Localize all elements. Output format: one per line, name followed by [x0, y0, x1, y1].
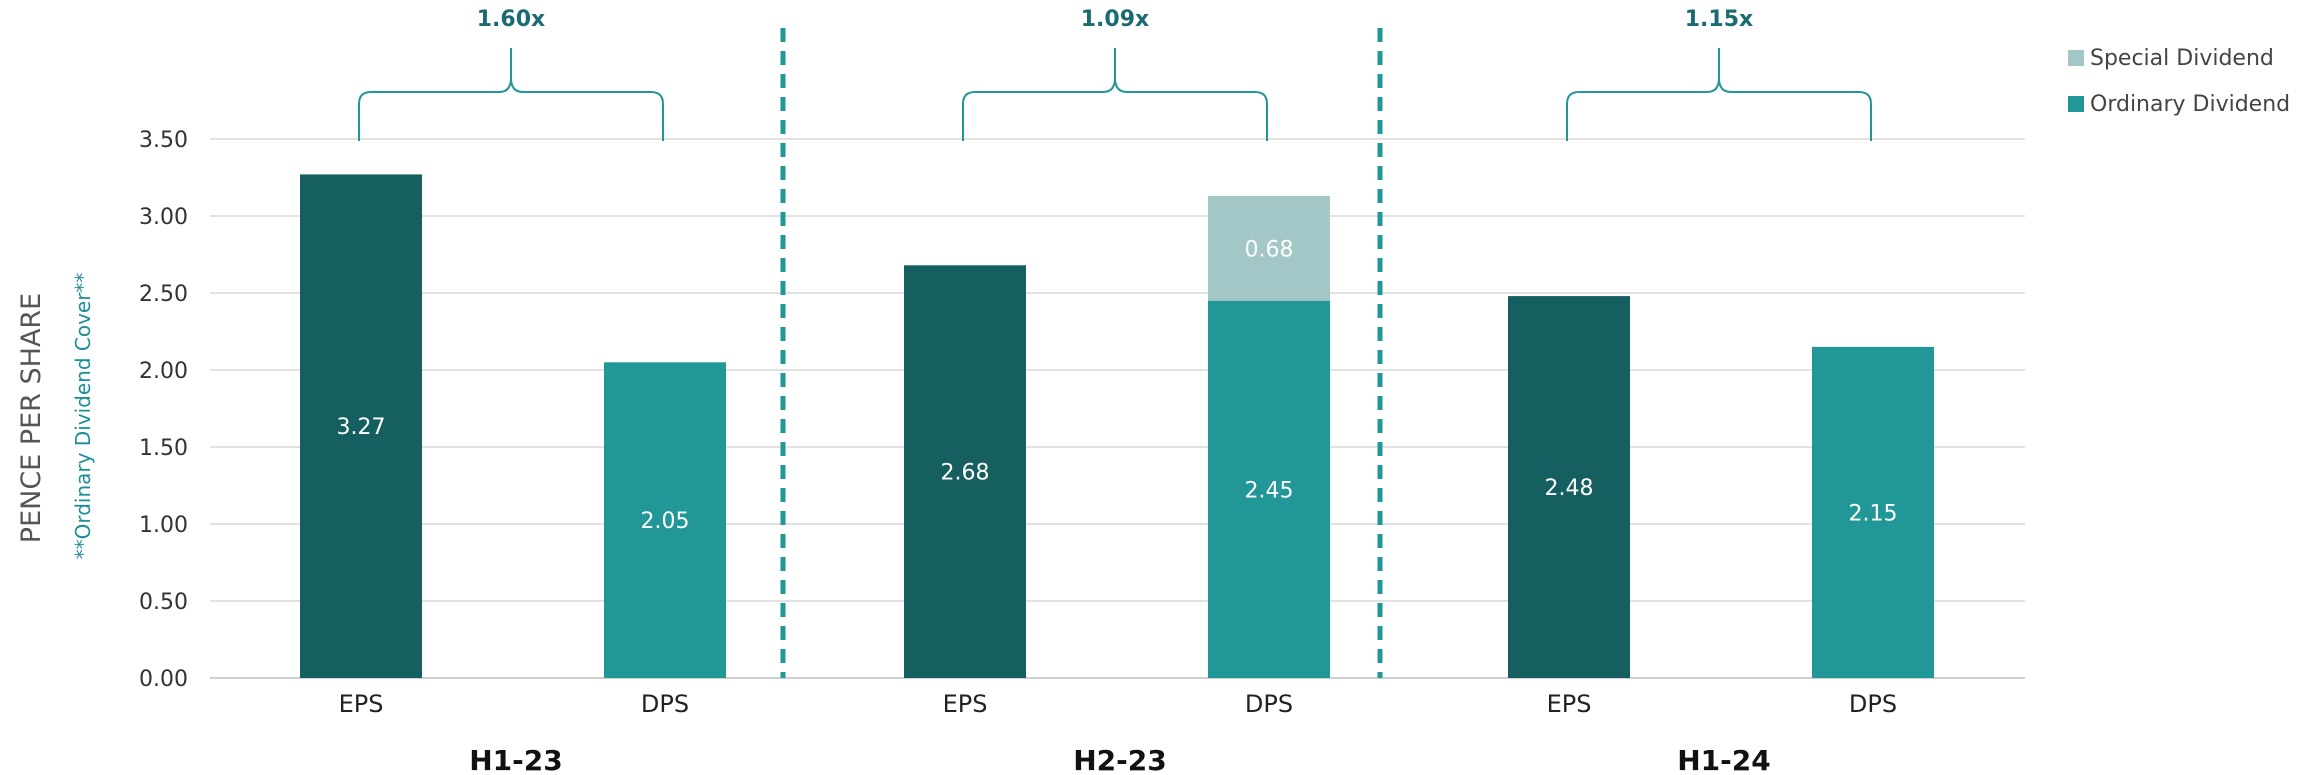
- legend-label: Special Dividend: [2090, 46, 2274, 71]
- y-tick-label: 2.50: [139, 282, 188, 307]
- cover-ratio-label: 1.09x: [1081, 7, 1149, 32]
- legend-swatch: [2068, 96, 2084, 112]
- cover-ratio-label: 1.15x: [1685, 7, 1753, 32]
- dps-special-bar: [1208, 195, 1330, 301]
- legend-swatch: [2068, 50, 2084, 66]
- category-label: EPS: [339, 690, 384, 718]
- eps-value-label: 2.48: [1545, 476, 1594, 501]
- cover-ratio-label: 1.60x: [477, 7, 545, 32]
- dps-value-label: 2.45: [1245, 478, 1294, 503]
- dps-ordinary-bar: [604, 362, 726, 678]
- category-label: DPS: [1245, 690, 1293, 718]
- cover-brace: [962, 48, 1268, 141]
- eps-bar: [300, 174, 422, 679]
- eps-bar: [1508, 296, 1630, 678]
- eps-value-label: 3.27: [337, 415, 386, 440]
- special-value-label: 0.68: [1245, 237, 1294, 262]
- y-tick-label: 0.50: [139, 590, 188, 615]
- y-axis-title: PENCE PER SHARE: [16, 293, 47, 543]
- eps-value-label: 2.68: [941, 461, 990, 486]
- y-tick-label: 3.00: [139, 205, 188, 230]
- cover-brace: [1566, 48, 1872, 141]
- dps-ordinary-bar: [1208, 300, 1330, 678]
- category-label: EPS: [1547, 690, 1592, 718]
- category-label: DPS: [1849, 690, 1897, 718]
- legend-label: Ordinary Dividend: [2090, 92, 2290, 117]
- group-label: H1-24: [1677, 744, 1771, 775]
- y-tick-label: 0.00: [139, 667, 188, 692]
- dps-ordinary-bar: [1812, 346, 1934, 678]
- group-label: H2-23: [1073, 744, 1167, 775]
- eps-bar: [904, 265, 1026, 678]
- category-label: DPS: [641, 690, 689, 718]
- cover-brace: [358, 48, 664, 141]
- y-axis-subtitle: **Ordinary Dividend Cover**: [71, 273, 95, 560]
- y-tick-label: 1.50: [139, 436, 188, 461]
- category-label: EPS: [943, 690, 988, 718]
- y-tick-label: 3.50: [139, 128, 188, 153]
- dps-value-label: 2.05: [641, 509, 690, 534]
- y-tick-label: 2.00: [139, 359, 188, 384]
- dps-value-label: 2.15: [1849, 501, 1898, 526]
- y-tick-label: 1.00: [139, 513, 188, 538]
- group-label: H1-23: [469, 744, 563, 775]
